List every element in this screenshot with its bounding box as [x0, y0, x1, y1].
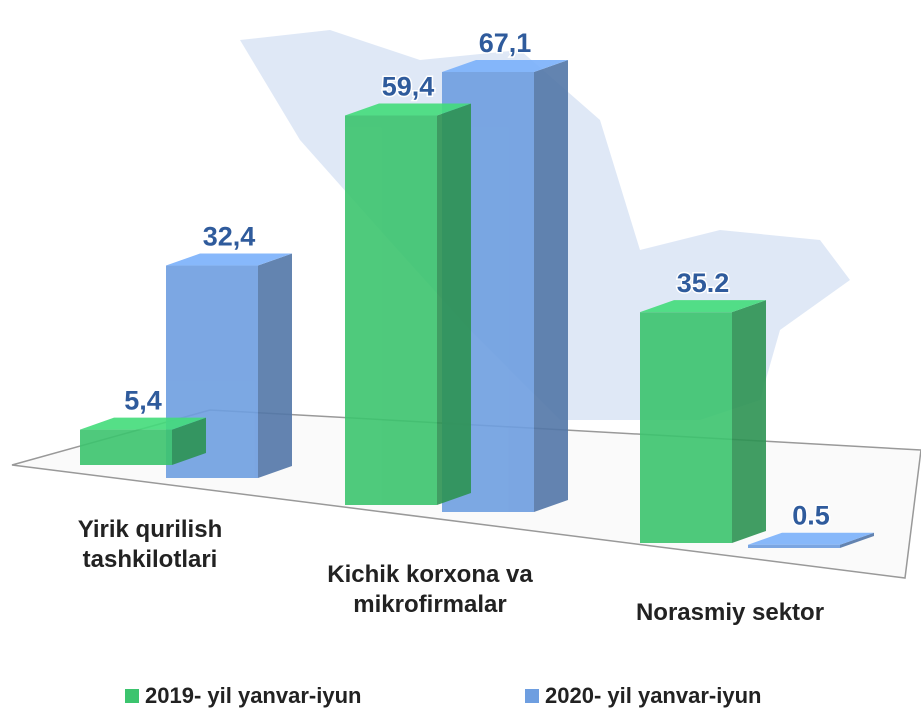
bar-top: [748, 532, 874, 545]
bar: [80, 417, 206, 465]
legend-label: 2019- yil yanvar-iyun: [145, 683, 362, 708]
bar-side: [172, 417, 206, 465]
bar-front: [748, 544, 840, 548]
bar-top: [442, 60, 568, 72]
bar-front: [640, 312, 732, 543]
bar-top: [640, 300, 766, 313]
bar-side: [534, 60, 568, 512]
bar-side: [732, 300, 766, 543]
bar-front: [80, 429, 172, 465]
bar-front: [345, 115, 437, 505]
legend-swatch: [525, 689, 539, 703]
bar: [166, 253, 292, 478]
legend-item: 2019- yil yanvar-iyun: [125, 683, 361, 709]
legend-label: 2020- yil yanvar-iyun: [545, 683, 762, 708]
bar-side: [840, 532, 874, 548]
legend-swatch: [125, 689, 139, 703]
category-label: Yirik qurilish tashkilotlari: [77, 516, 223, 573]
bar: [640, 300, 766, 543]
bar-side: [258, 253, 292, 478]
bar-top: [80, 417, 206, 430]
legend-item: 2020- yil yanvar-iyun: [525, 683, 761, 709]
category-label: Kichik korxona va mikrofirmalar: [327, 561, 533, 618]
bar-top: [166, 253, 292, 266]
value-label: 32,4: [203, 222, 256, 252]
value-label: 67,1: [479, 28, 532, 58]
value-label: 35.2: [677, 268, 730, 298]
category-label: Norasmiy sektor: [635, 599, 825, 626]
bar-side: [437, 103, 471, 505]
bar-top: [345, 103, 471, 116]
value-label: 0.5: [792, 501, 830, 531]
value-label: 59,4: [382, 71, 435, 101]
bar: [345, 103, 471, 505]
bar: [748, 532, 874, 548]
value-label: 5,4: [124, 386, 162, 416]
